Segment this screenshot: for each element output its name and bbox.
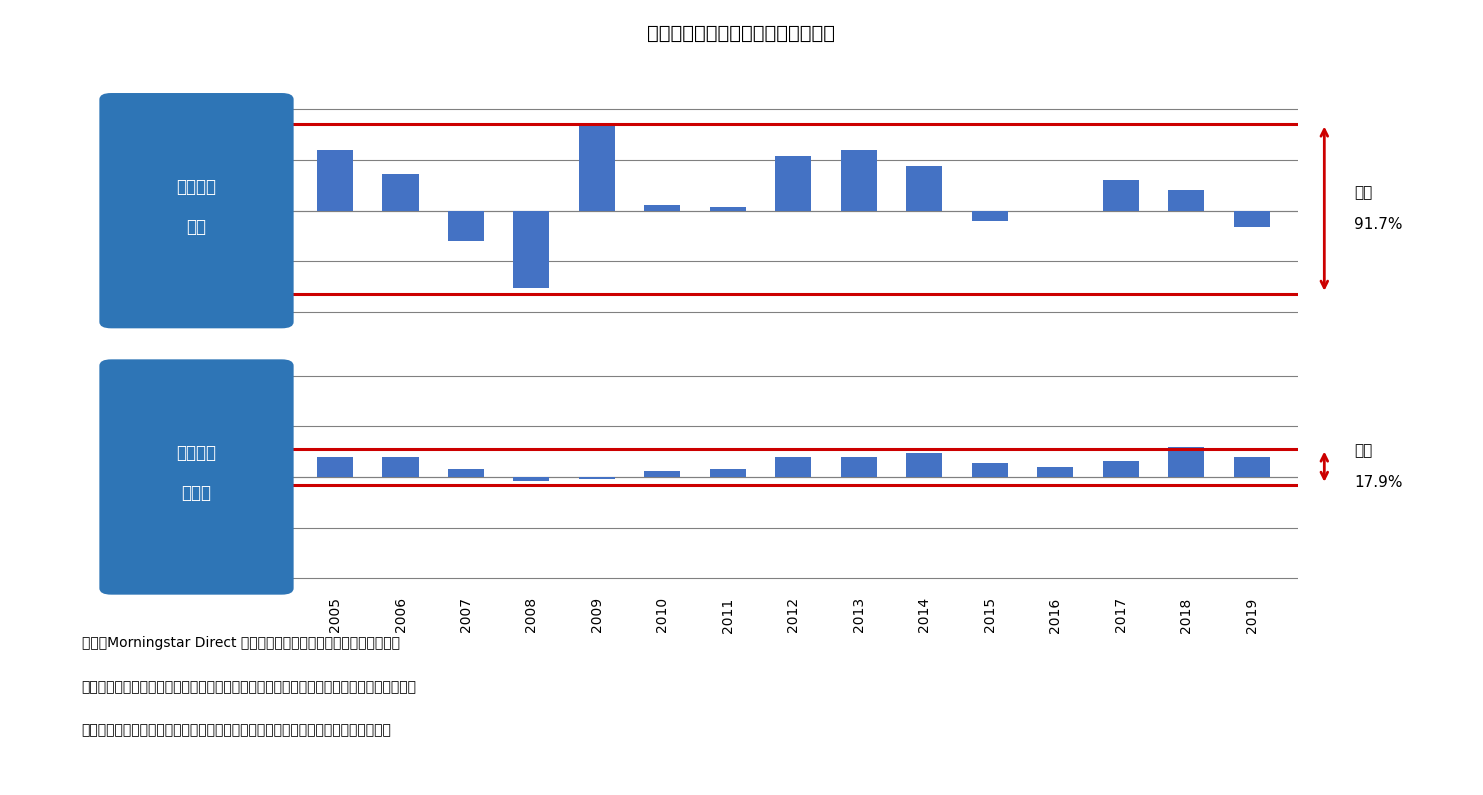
Bar [448, 211, 483, 241]
Text: 図表１　保有期間別のリターン格差: 図表１ 保有期間別のリターン格差 [648, 24, 835, 43]
Bar [1037, 467, 1074, 477]
Bar [383, 174, 418, 211]
Text: ・横軸の年度末を期末とする、各保有期間の年率リターンを棒グラフで表示。: ・横軸の年度末を期末とする、各保有期間の年率リターンを棒グラフで表示。 [82, 723, 392, 738]
Text: １年: １年 [187, 218, 206, 235]
Bar [645, 471, 681, 477]
Bar [1234, 457, 1269, 477]
Bar [383, 457, 418, 477]
Bar [776, 457, 811, 477]
Bar [1169, 447, 1204, 477]
Text: 保有期間: 保有期間 [176, 444, 217, 462]
Bar [710, 207, 746, 211]
Text: １０年: １０年 [181, 484, 212, 502]
Bar [1103, 461, 1139, 477]
Bar [513, 211, 550, 288]
Text: 17.9%: 17.9% [1354, 475, 1403, 490]
Bar [841, 457, 876, 477]
Bar [578, 477, 615, 479]
Bar [317, 457, 353, 477]
Text: 保有期間: 保有期間 [176, 178, 217, 196]
Text: 注）・先進国の株式（日本を含む）に投賄した場合の保有期間別の年率リターンを比較。: 注）・先進国の株式（日本を含む）に投賄した場合の保有期間別の年率リターンを比較。 [82, 680, 417, 694]
Bar [841, 150, 876, 211]
Bar [971, 211, 1008, 221]
Bar [906, 166, 942, 211]
Bar [776, 156, 811, 211]
Bar [1103, 180, 1139, 211]
Bar [710, 469, 746, 477]
Bar [906, 452, 942, 477]
Text: 格差: 格差 [1354, 444, 1372, 458]
Bar [971, 463, 1008, 477]
Text: 91.7%: 91.7% [1354, 217, 1403, 232]
Bar [1234, 211, 1269, 227]
Text: 出所）Morningstar Direct から取得されるインデックスに基づき計算: 出所）Morningstar Direct から取得されるインデックスに基づき計… [82, 636, 399, 650]
Bar [645, 204, 681, 211]
Text: 格差: 格差 [1354, 185, 1372, 200]
Bar [513, 477, 550, 481]
Bar [578, 124, 615, 211]
Bar [448, 469, 483, 477]
Bar [1169, 191, 1204, 211]
Bar [317, 150, 353, 211]
